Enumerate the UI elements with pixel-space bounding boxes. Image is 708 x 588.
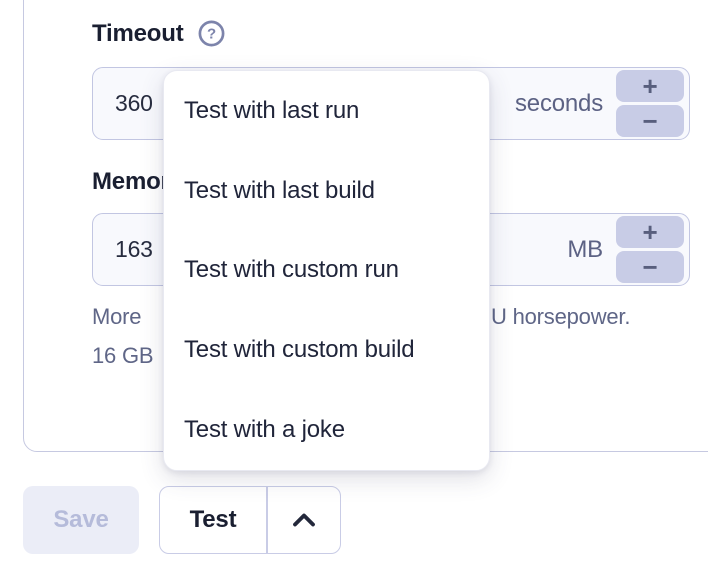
test-button-divider: [266, 487, 268, 553]
timeout-value[interactable]: 360: [115, 90, 153, 116]
timeout-label: Timeout: [92, 19, 184, 47]
timeout-stepper: + −: [616, 70, 684, 137]
memory-note-line1-end: U horsepower.: [491, 304, 631, 329]
memory-note-line2: 16 GB: [92, 343, 154, 368]
menu-item-test-with-a-joke[interactable]: Test with a joke: [184, 416, 345, 444]
plus-icon: +: [642, 71, 658, 101]
test-menu-toggle[interactable]: [268, 487, 341, 553]
memory-decrement-button[interactable]: −: [616, 251, 684, 283]
menu-item-test-with-last-build[interactable]: Test with last build: [184, 176, 375, 204]
timeout-unit: seconds: [515, 89, 603, 117]
memory-note-line1-start: More: [92, 304, 142, 329]
menu-item-test-with-custom-build[interactable]: Test with custom build: [184, 336, 415, 364]
memory-value[interactable]: 163: [115, 236, 153, 262]
question-circle-icon[interactable]: ?: [197, 19, 226, 48]
test-options-menu: Test with last run Test with last build …: [163, 70, 490, 471]
svg-text:?: ?: [207, 26, 216, 43]
timeout-label-row: Timeout ?: [92, 19, 226, 48]
minus-icon: −: [642, 106, 658, 136]
save-button[interactable]: Save: [23, 486, 139, 554]
menu-item-test-with-last-run[interactable]: Test with last run: [184, 96, 360, 124]
test-button[interactable]: Test: [189, 506, 237, 533]
chevron-up-icon: [292, 513, 315, 527]
menu-item-test-with-custom-run[interactable]: Test with custom run: [184, 256, 399, 284]
plus-icon: +: [642, 217, 658, 247]
test-split-button: Test: [159, 486, 341, 554]
memory-stepper: + −: [616, 216, 684, 283]
memory-increment-button[interactable]: +: [616, 216, 684, 248]
minus-icon: −: [642, 252, 658, 282]
timeout-increment-button[interactable]: +: [616, 70, 684, 102]
memory-unit: MB: [567, 235, 603, 263]
timeout-decrement-button[interactable]: −: [616, 105, 684, 137]
